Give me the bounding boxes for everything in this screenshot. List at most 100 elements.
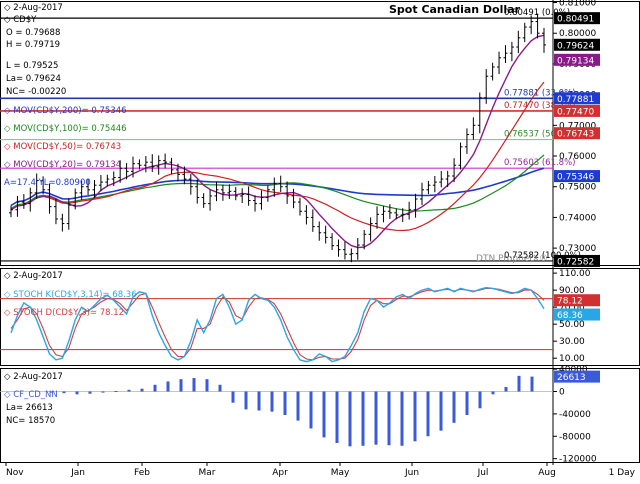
ma-line-0 (10, 167, 545, 207)
price-high: H = 0.79719 (6, 40, 60, 50)
ohlc-bar-20 (137, 159, 142, 170)
ma-legend-3: ◇ MOV(CD$Y,20)= 0.79134 (4, 160, 121, 170)
ohlc-bar-62 (407, 201, 412, 220)
price-change: NC= -0.00220 (6, 87, 66, 97)
x-frequency-label: 1 Day (609, 468, 636, 478)
price-ytick-label-8: 0.73000 (559, 244, 596, 254)
x-tick-label-5: May (331, 468, 350, 478)
ohlc-bar-77 (503, 45, 508, 64)
ohlc-bar-42 (278, 175, 283, 192)
ohlc-bar-49 (323, 225, 328, 244)
cot-bar-3 (88, 391, 92, 394)
ohlc-bar-45 (297, 197, 302, 216)
ohlc-bar-0 (9, 205, 13, 218)
cot-bar-28 (413, 391, 417, 442)
cot-bar-16 (257, 391, 261, 411)
ohlc-bar-1 (15, 195, 20, 217)
cot-bar-20 (309, 391, 313, 429)
ohlc-bar-40 (265, 185, 270, 202)
ohlc-bar-70 (458, 142, 463, 170)
cot-bar-26 (387, 391, 391, 446)
cot-ytick-label-0: 40000 (559, 365, 588, 375)
price-box-7 (554, 254, 600, 267)
cot-ytick-label-4: -120000 (559, 455, 597, 465)
stoch-d-box-text: 78.12 (557, 297, 583, 307)
ohlc-bar-19 (131, 156, 136, 178)
ohlc-bar-83 (542, 28, 546, 53)
cot-ytick-label-3: -80000 (559, 432, 591, 442)
cot-bar-35 (504, 387, 508, 392)
ohlc-bar-73 (477, 92, 482, 134)
cot-last: La= 26613 (6, 403, 53, 413)
ohlc-bar-26 (175, 163, 180, 182)
stoch-ytick-label-4: 30.00 (559, 337, 585, 347)
cot-bar-18 (283, 391, 287, 415)
stoch-k-legend: ◇ STOCH K(CD$Y,3,14)= 68.36 (4, 290, 137, 300)
stoch-ytick-label-1: 90.00 (559, 286, 585, 296)
cot-bar-12 (205, 379, 209, 392)
cot-bar-4 (101, 391, 105, 393)
stoch-ytick-label-0: 110.00 (559, 269, 591, 279)
stoch-k-box (554, 308, 600, 321)
ohlc-bar-21 (143, 156, 148, 173)
ohlc-bar-67 (439, 171, 444, 188)
cot-bar-14 (231, 391, 235, 403)
ohlc-bar-80 (522, 22, 527, 43)
price-box-0 (554, 12, 600, 25)
cot-bar-2 (75, 391, 79, 395)
cot-ytick-label-1: 0 (559, 388, 565, 398)
ohlc-bar-59 (387, 204, 392, 219)
cot-bar-8 (153, 384, 157, 392)
ohlc-bar-38 (253, 195, 258, 212)
cot-bar-1 (62, 391, 66, 394)
ohlc-bar-58 (381, 206, 386, 223)
ohlc-bar-52 (342, 241, 347, 260)
ohlc-bar-33 (220, 184, 225, 201)
ohlc-bar-41 (272, 177, 277, 197)
level-label-0: 0.80491 (0.0%) (504, 8, 570, 18)
ohlc-bar-34 (227, 184, 232, 199)
ohlc-bar-66 (432, 175, 437, 193)
ohlc-bar-35 (233, 187, 238, 201)
stoch-date: ◇ 2-Aug-2017 (4, 271, 63, 281)
stoch-d-legend: ◇ STOCH D(CD$Y,3)= 78.12 (4, 308, 124, 318)
cot-bar-9 (166, 381, 170, 392)
cot-bar-6 (127, 389, 131, 392)
price-box-text-4: 0.77470 (557, 107, 594, 117)
ohlc-bar-15 (105, 174, 110, 187)
ohlc-bar-6 (47, 183, 52, 214)
cot-bar-29 (426, 391, 430, 437)
ohlc-bar-61 (400, 208, 405, 223)
ohlc-bar-18 (124, 163, 129, 180)
ohlc-bar-47 (310, 209, 315, 232)
ohlc-bar-11 (79, 180, 84, 200)
ohlc-bar-63 (413, 193, 418, 218)
cot-bar-30 (439, 391, 443, 431)
stoch-ytick-label-2: 70.00 (559, 303, 585, 313)
ohlc-bar-25 (169, 157, 174, 175)
ohlc-bar-79 (516, 30, 521, 54)
price-title: Spot Canadian Dollar (389, 3, 521, 16)
cot-bar-37 (530, 376, 534, 392)
x-tick-label-7: Jul (477, 468, 489, 478)
price-box-text-5: 0.76743 (557, 130, 594, 140)
ohlc-bar-55 (362, 230, 367, 250)
price-open: O = 0.79688 (6, 28, 60, 38)
ohlc-bar-9 (66, 198, 71, 230)
ohlc-bar-44 (291, 188, 296, 209)
cot-bar-33 (478, 391, 482, 409)
ohlc-bar-3 (28, 187, 33, 212)
ohlc-bar-23 (156, 155, 161, 175)
cot-series: ◇ CF_CD_NN (4, 390, 58, 400)
ohlc-bar-78 (509, 41, 514, 62)
ma-legend-2: ◇ MOV(CD$Y,50)= 0.76743 (4, 142, 121, 152)
ohlc-bar-10 (73, 188, 78, 210)
ohlc-bar-13 (92, 179, 97, 198)
stoch-d-box (554, 294, 600, 307)
price-box-text-2: 0.79134 (557, 56, 594, 66)
ohlc-bar-76 (497, 51, 502, 75)
ohlc-bars (9, 13, 546, 263)
ohlc-bar-24 (163, 153, 168, 169)
level-label-3: 0.76537 (50.0%) (504, 130, 576, 140)
